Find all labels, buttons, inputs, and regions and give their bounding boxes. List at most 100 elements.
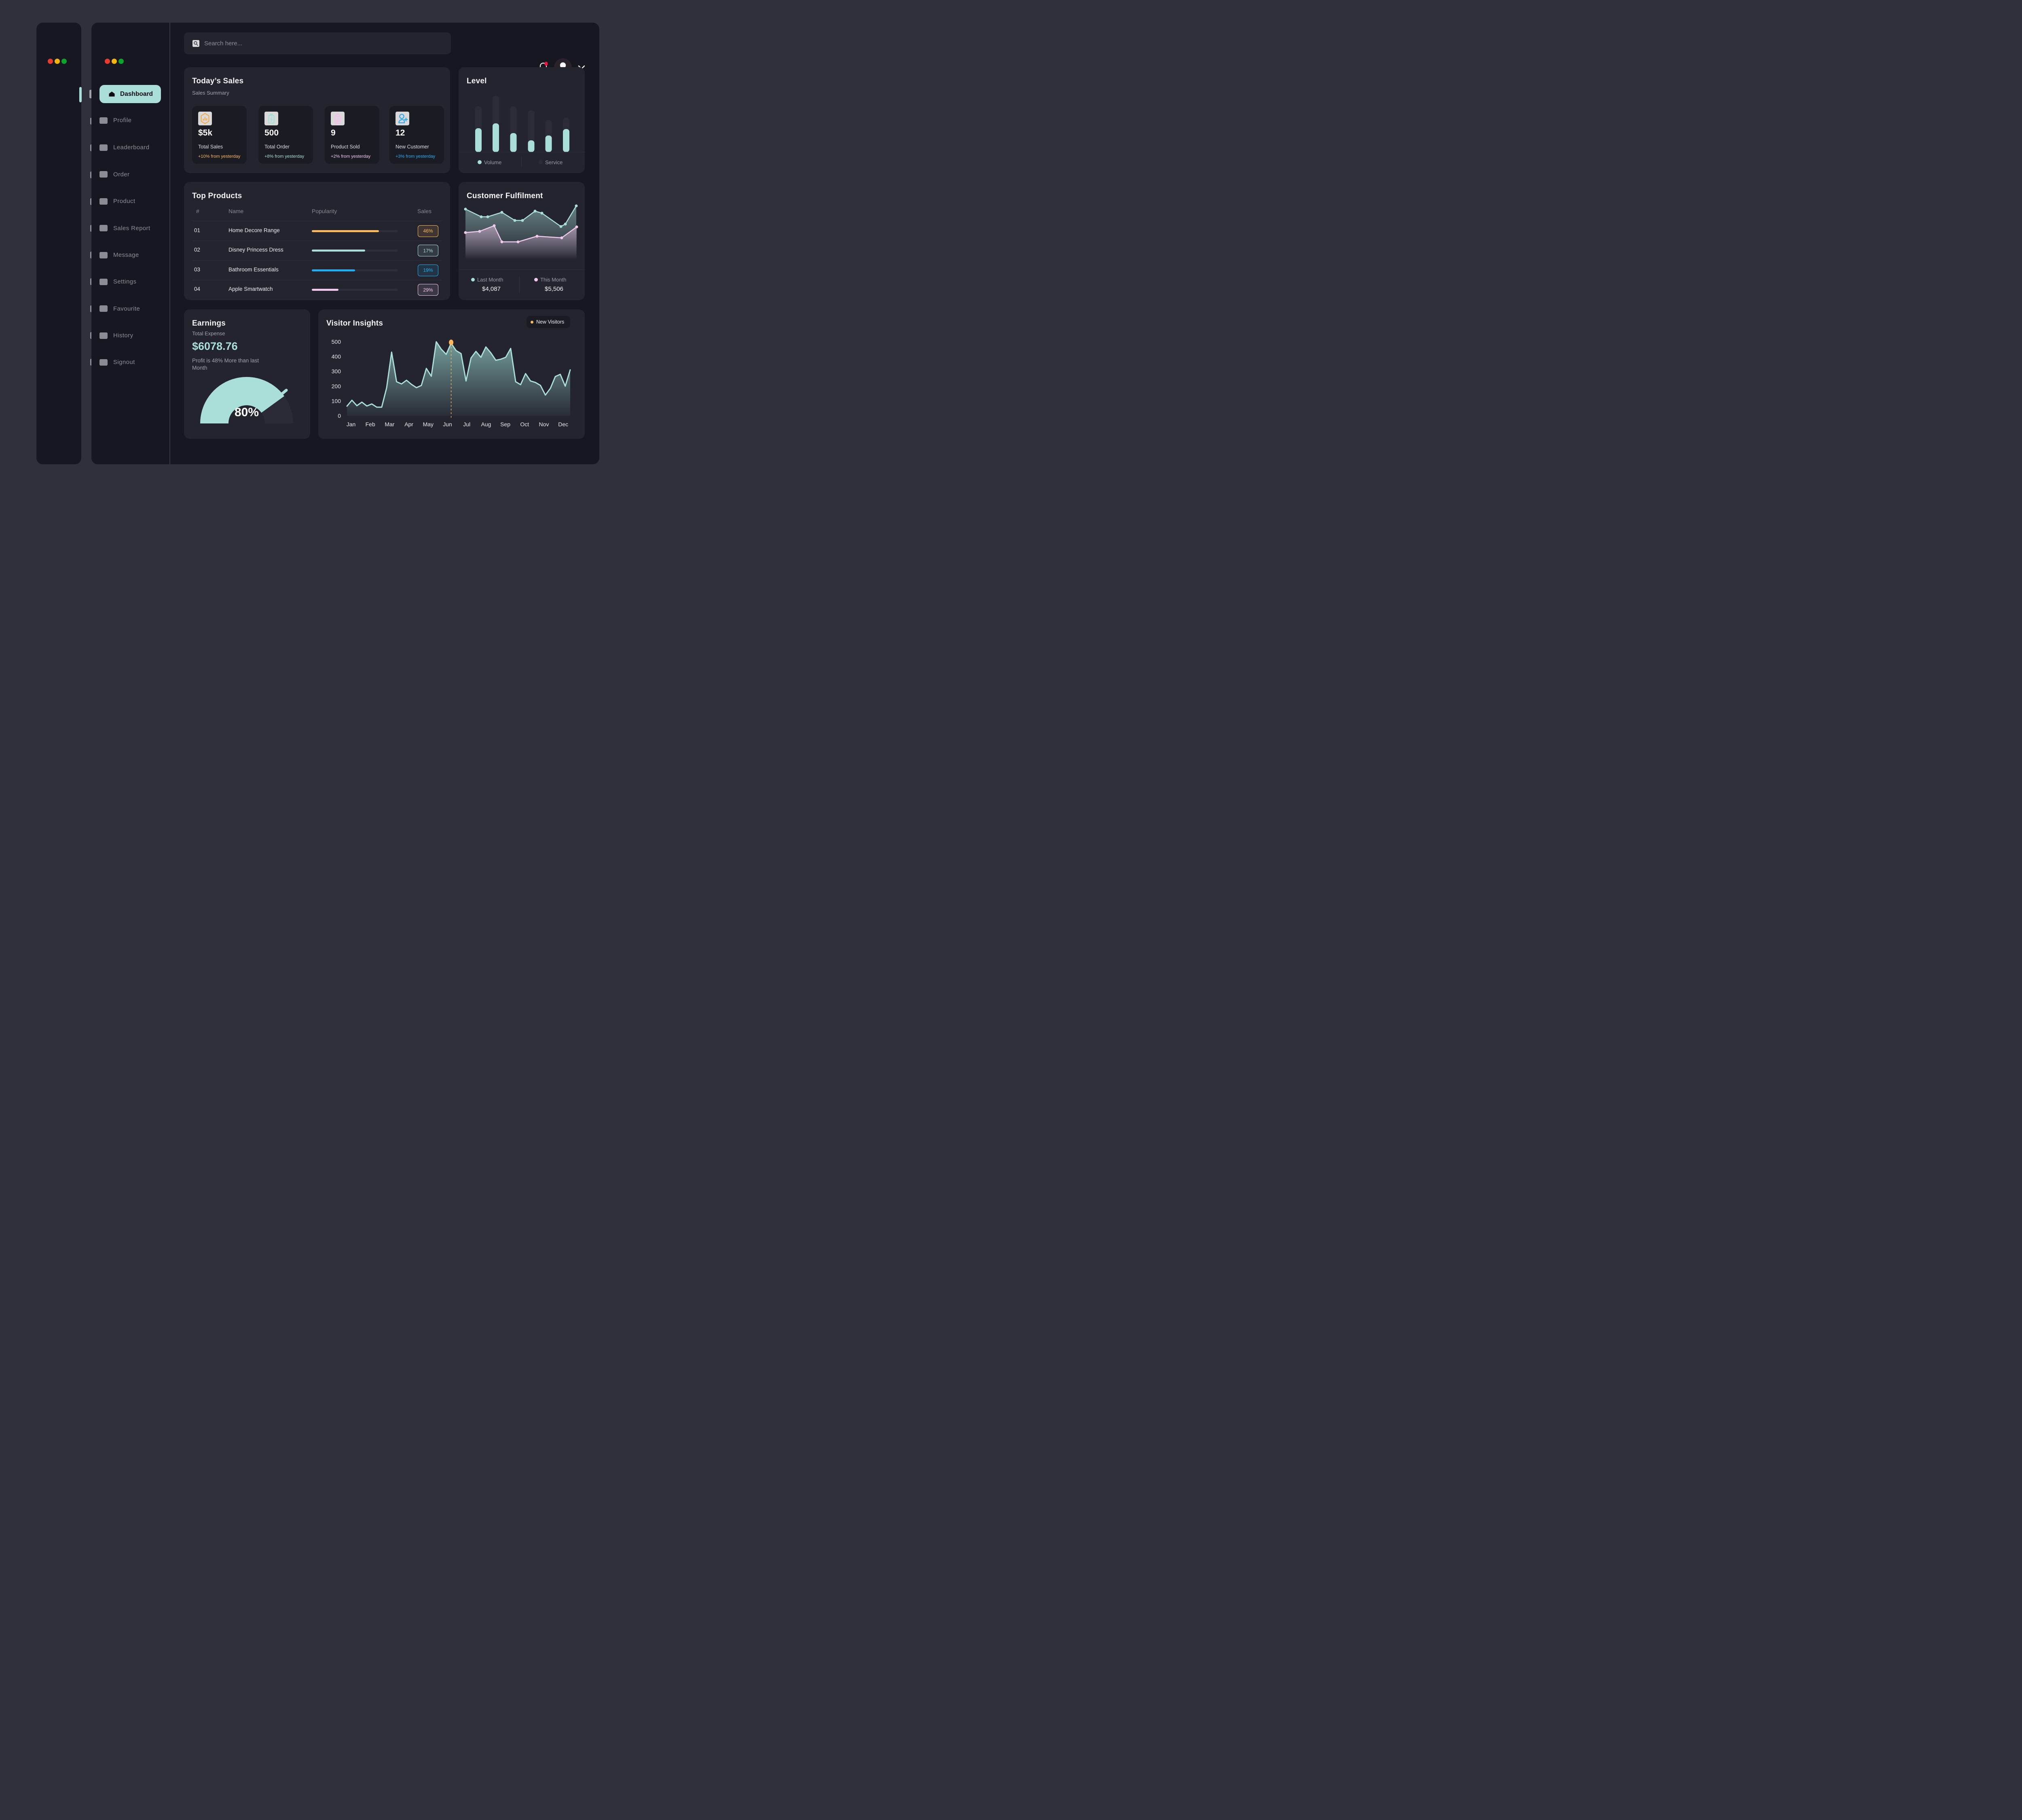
sidebar-item-product[interactable]: Product: [99, 198, 168, 205]
sidebar-item-label: Message: [113, 252, 139, 258]
zoom-window-icon[interactable]: [118, 59, 124, 64]
sales-hexagon-icon: [198, 112, 212, 127]
todays-sales-card: Today’s Sales Sales Summary $5k Total Sal…: [184, 67, 450, 173]
earnings-gauge-chart: [200, 377, 293, 424]
stat-card-product-sold[interactable]: 9 Product Sold +2% from yesterday: [325, 106, 379, 164]
stat-card-total-order[interactable]: 500 Total Order +8% from yesterday: [258, 106, 313, 164]
sidebar-item-favourite[interactable]: Favourite: [99, 305, 168, 312]
svg-text:Sep: Sep: [500, 421, 510, 427]
sidebar-item-sales-report[interactable]: Sales Report: [99, 225, 168, 232]
card-subtitle: Sales Summary: [192, 90, 229, 96]
sidebar-item-label: Signout: [113, 359, 135, 366]
earnings-subtitle: Total Expense: [192, 330, 225, 336]
search-bar[interactable]: [184, 32, 451, 54]
visitor-insights-chart: 500 400 300 200 100 0 Jan Feb Mar Apr May Jun Jul Aug…: [332, 339, 571, 427]
popularity-track: [312, 269, 398, 271]
stat-card-total-sales[interactable]: $5k Total Sales +10% from yesterday: [192, 106, 247, 164]
product-bag-icon: [331, 112, 345, 127]
svg-text:100: 100: [332, 398, 341, 404]
service-dot-icon: [539, 160, 543, 164]
stat-change: +10% from yesterday: [198, 154, 241, 159]
product-name: Home Decore Range: [228, 227, 280, 233]
sidebar-item-message[interactable]: Message: [99, 252, 168, 258]
legend-last-month: Last Month: [477, 277, 503, 283]
close-window-icon[interactable]: [104, 59, 110, 64]
placeholder-icon: [99, 252, 108, 258]
svg-text:Dec: Dec: [558, 421, 568, 427]
svg-text:Apr: Apr: [404, 421, 413, 427]
active-item-indicator: [79, 87, 82, 102]
sidebar-item-profile[interactable]: Profile: [99, 117, 168, 124]
stat-value: 500: [264, 128, 279, 138]
sidebar-item-signout[interactable]: Signout: [99, 359, 168, 366]
card-title: Visitor Insights: [326, 319, 383, 328]
stat-change: +2% from yesterday: [331, 154, 371, 159]
card-title: Today’s Sales: [192, 77, 244, 85]
svg-text:May: May: [423, 421, 434, 427]
order-battery-icon: [264, 112, 278, 127]
legend-volume: Volume: [484, 159, 502, 165]
minimize-window-icon[interactable]: [111, 59, 117, 64]
stat-change: +8% from yesterday: [264, 154, 305, 159]
table-row-01[interactable]: 01 Home Decore Range 46%: [192, 221, 442, 241]
card-title: Earnings: [192, 319, 226, 328]
svg-text:200: 200: [332, 383, 341, 389]
table-row-02[interactable]: 02 Disney Princess Dress 17%: [192, 241, 442, 261]
sidebar-item-label: Favourite: [113, 305, 140, 312]
minimize-window-icon[interactable]: [55, 59, 60, 64]
stat-label: Total Order: [264, 144, 290, 150]
close-window-icon[interactable]: [48, 59, 53, 64]
svg-text:300: 300: [332, 368, 341, 375]
product-rank: 02: [194, 247, 201, 253]
col-header-sales: Sales: [417, 208, 432, 214]
legend-divider-vertical: [519, 276, 520, 293]
sidebar-item-label: Order: [113, 171, 130, 178]
window-controls: [48, 59, 67, 64]
popularity-fill: [312, 269, 355, 271]
sidebar-item-order[interactable]: Order: [99, 171, 168, 178]
legend-divider-horizontal: [459, 269, 585, 270]
sidebar-divider: [169, 23, 170, 464]
mini-sidebar: [36, 23, 99, 464]
product-name: Apple Smartwatch: [228, 286, 273, 292]
popularity-fill: [312, 250, 366, 252]
sidebar-item-dashboard[interactable]: Dashboard: [99, 85, 161, 103]
svg-text:Aug: Aug: [481, 421, 491, 427]
card-title: Customer Fulfilment: [467, 192, 543, 200]
placeholder-icon: [99, 144, 108, 151]
legend-divider: [521, 157, 522, 167]
placeholder-icon: [99, 332, 108, 339]
level-card: Level Volume Service: [459, 67, 585, 173]
volume-dot-icon: [478, 160, 482, 164]
window-controls: [104, 59, 124, 64]
legend-service: Service: [545, 159, 563, 165]
sidebar-item-label: Product: [113, 198, 135, 205]
notification-badge: [544, 61, 548, 66]
sidebar-item-label: Dashboard: [120, 90, 153, 97]
svg-text:Feb: Feb: [366, 421, 375, 427]
card-title: Top Products: [192, 192, 242, 200]
table-row-04[interactable]: 04 Apple Smartwatch 29%: [192, 280, 442, 300]
stat-card-new-customer[interactable]: 12 New Customer +3% from yesterday: [389, 106, 444, 164]
sidebar-item-leaderboard[interactable]: Leaderboard: [99, 144, 168, 151]
placeholder-icon: [99, 171, 108, 178]
product-name: Disney Princess Dress: [228, 247, 283, 253]
stat-change: +3% from yesterday: [396, 154, 436, 159]
sidebar-item-history[interactable]: History: [99, 332, 168, 339]
zoom-window-icon[interactable]: [61, 59, 67, 64]
customer-fulfilment-card: Customer Fulfilment Last Month $4,087 Th…: [459, 182, 585, 300]
this-month-value: $5,506: [545, 286, 563, 292]
stat-value: 12: [396, 128, 405, 138]
col-header-popularity: Popularity: [312, 208, 337, 214]
search-input[interactable]: [203, 39, 367, 47]
popularity-track: [312, 289, 398, 291]
sidebar-item-settings[interactable]: Settings: [99, 278, 168, 285]
sales-badge: 19%: [418, 264, 438, 276]
top-products-card: Top Products # Name Popularity Sales 01 H…: [184, 182, 450, 300]
svg-text:Nov: Nov: [539, 421, 549, 427]
svg-text:Mar: Mar: [385, 421, 394, 427]
main-window: Dashboard Profile Leaderboard Order Product S…: [91, 23, 599, 464]
placeholder-icon: [99, 117, 108, 124]
table-row-03[interactable]: 03 Bathroom Essentials 19%: [192, 260, 442, 280]
this-month-dot-icon: [534, 278, 538, 281]
